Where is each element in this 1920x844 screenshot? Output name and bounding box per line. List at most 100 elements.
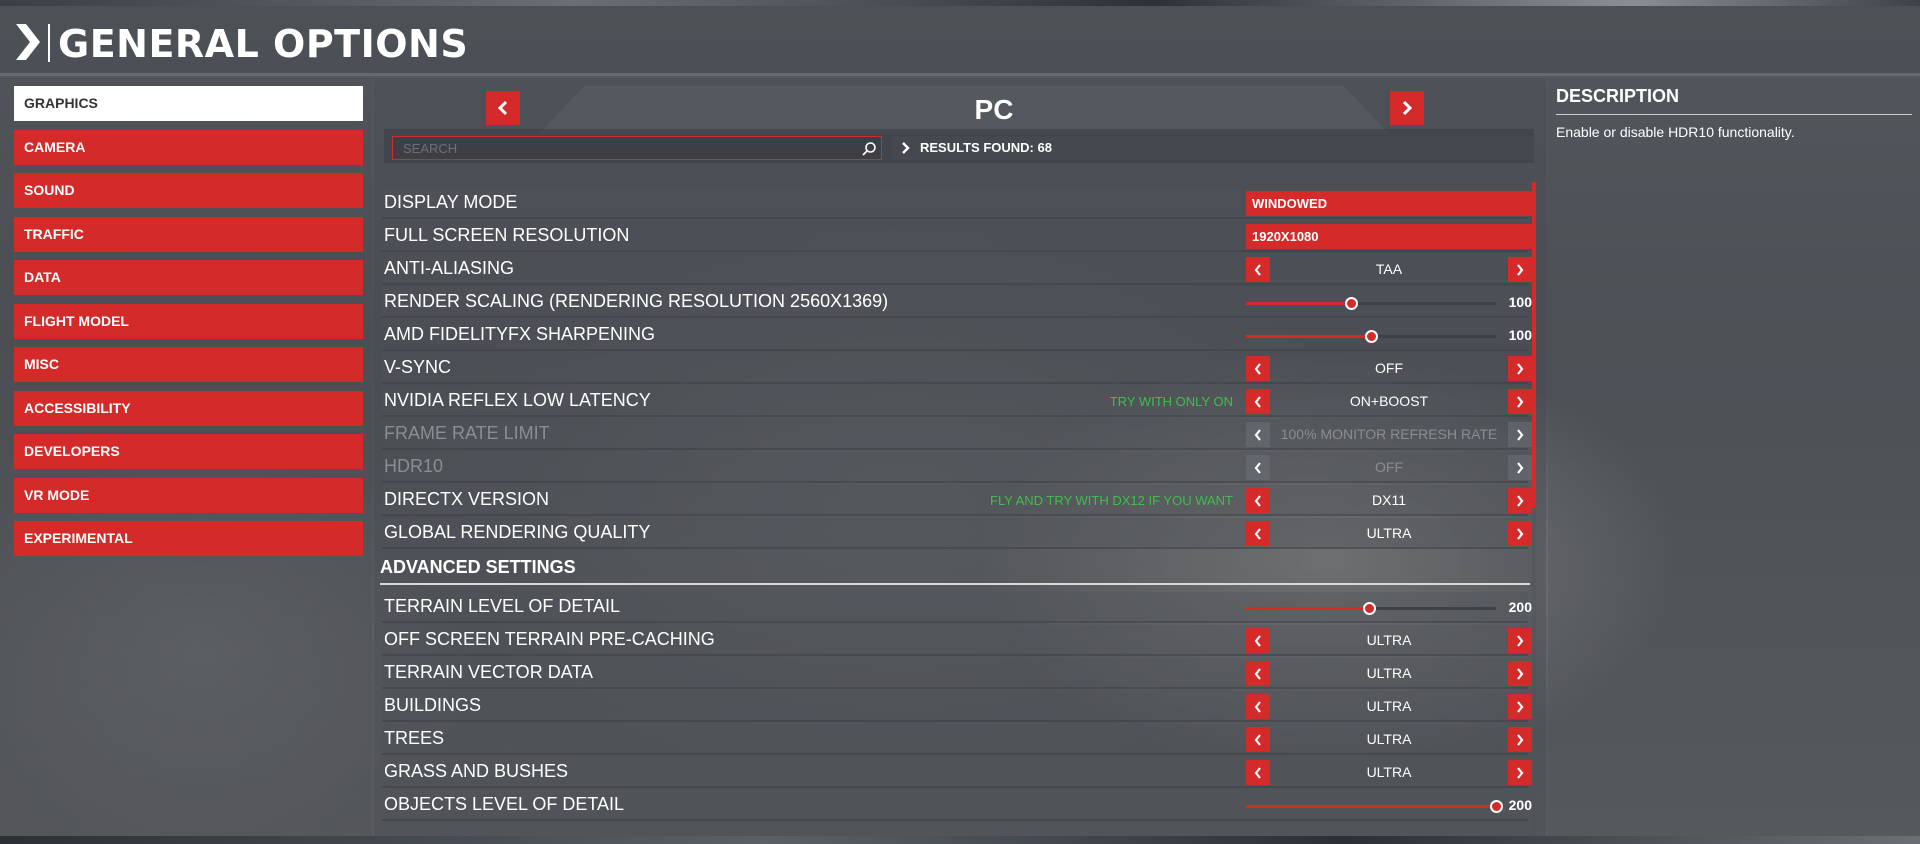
sidebar-item-accessibility[interactable]: ACCESSIBILITY <box>14 390 363 426</box>
sidebar-item-data[interactable]: DATA <box>14 260 363 295</box>
next-option-button[interactable] <box>1508 628 1532 653</box>
setting-cycler[interactable]: ULTRA <box>1246 628 1532 653</box>
setting-row-anti-aliasing[interactable]: ANTI-ALIASING TAA <box>382 254 1532 285</box>
setting-row-global-rendering-quality[interactable]: GLOBAL RENDERING QUALITY ULTRA <box>382 518 1532 549</box>
setting-cycler[interactable]: ULTRA <box>1246 661 1532 686</box>
setting-cycler[interactable]: TAA <box>1246 257 1532 282</box>
setting-dropdown[interactable]: 1920X1080 <box>1246 224 1532 249</box>
chevron-left-icon <box>1254 634 1261 647</box>
setting-row-objects-level-of-detail[interactable]: OBJECTS LEVEL OF DETAIL 200 <box>382 790 1532 821</box>
prev-option-button[interactable] <box>1246 521 1270 546</box>
setting-row-amd-fidelityfx-sharpening[interactable]: AMD FIDELITYFX SHARPENING 100 <box>382 320 1532 351</box>
setting-row-hdr10[interactable]: HDR10 OFF <box>382 452 1532 483</box>
slider-track[interactable] <box>1246 297 1496 310</box>
setting-value: ON+BOOST <box>1349 393 1429 409</box>
setting-cycler[interactable]: ULTRA <box>1246 727 1532 752</box>
search-input[interactable] <box>393 137 881 159</box>
search-box[interactable] <box>392 136 882 160</box>
prev-option-button[interactable] <box>1246 628 1270 653</box>
prev-option-button[interactable] <box>1246 694 1270 719</box>
setting-cycler[interactable]: ON+BOOST <box>1246 389 1532 414</box>
setting-row-terrain-level-of-detail[interactable]: TERRAIN LEVEL OF DETAIL 200 <box>382 592 1532 623</box>
setting-row-grass-and-bushes[interactable]: GRASS AND BUSHES ULTRA <box>382 757 1532 788</box>
results-count: RESULTS FOUND: 68 <box>892 136 1534 160</box>
prev-option-button[interactable] <box>1246 661 1270 686</box>
prev-option-button[interactable] <box>1246 727 1270 752</box>
sidebar-item-flight-model[interactable]: FLIGHT MODEL <box>14 303 363 339</box>
next-option-button[interactable] <box>1508 356 1532 381</box>
next-option-button[interactable] <box>1508 661 1532 686</box>
sidebar-item-sound[interactable]: SOUND <box>14 173 363 208</box>
setting-row-directx-version[interactable]: DIRECTX VERSION FLY AND TRY WITH DX12 IF … <box>382 485 1532 516</box>
setting-slider[interactable]: 200 <box>1246 595 1532 620</box>
setting-row-full-screen-resolution[interactable]: FULL SCREEN RESOLUTION 1920X1080 <box>382 221 1532 252</box>
setting-row-render-scaling-rendering-resolution-2560x1369[interactable]: RENDER SCALING (RENDERING RESOLUTION 256… <box>382 287 1532 318</box>
setting-row-v-sync[interactable]: V-SYNC OFF <box>382 353 1532 384</box>
chevron-left-icon <box>1254 733 1261 746</box>
slider-handle[interactable] <box>1362 602 1376 615</box>
prev-option-button <box>1246 455 1270 480</box>
scrollbar-track[interactable] <box>1532 182 1536 836</box>
prev-option-button[interactable] <box>1246 356 1270 381</box>
scrollbar-thumb[interactable] <box>1532 182 1536 508</box>
next-option-button[interactable] <box>1508 694 1532 719</box>
next-option-button[interactable] <box>1508 760 1532 785</box>
slider-handle[interactable] <box>1490 800 1503 813</box>
next-option-button[interactable] <box>1508 488 1532 513</box>
slider-handle[interactable] <box>1345 297 1358 310</box>
setting-note: FLY AND TRY WITH DX12 IF YOU WANT <box>990 493 1233 508</box>
setting-label: OBJECTS LEVEL OF DETAIL <box>384 794 625 814</box>
sidebar-item-camera[interactable]: CAMERA <box>14 129 363 165</box>
setting-row-terrain-vector-data[interactable]: TERRAIN VECTOR DATA ULTRA <box>382 658 1532 689</box>
setting-cycler[interactable]: DX11 <box>1246 488 1532 513</box>
next-option-button[interactable] <box>1508 521 1532 546</box>
search-row: RESULTS FOUND: 68 <box>384 129 1534 163</box>
setting-row-trees[interactable]: TREES ULTRA <box>382 724 1532 755</box>
setting-slider[interactable]: 200 <box>1246 793 1532 818</box>
next-option-button[interactable] <box>1508 257 1532 282</box>
sidebar-item-experimental[interactable]: EXPERIMENTAL <box>14 521 363 556</box>
setting-slider[interactable]: 100 <box>1246 290 1532 315</box>
slider-handle[interactable] <box>1365 330 1378 343</box>
next-option-button[interactable] <box>1508 727 1532 752</box>
setting-row-off-screen-terrain-pre-caching[interactable]: OFF SCREEN TERRAIN PRE-CACHING ULTRA <box>382 625 1532 656</box>
slider-fill <box>1246 302 1351 305</box>
chevron-right-icon <box>1517 527 1524 540</box>
bottom-strip <box>0 836 1920 844</box>
platform-next-button[interactable] <box>1390 91 1424 125</box>
next-option-button[interactable] <box>1508 389 1532 414</box>
section-divider <box>380 583 1530 585</box>
setting-cycler[interactable]: OFF <box>1246 356 1532 381</box>
platform-prev-button[interactable] <box>486 91 520 125</box>
slider-track[interactable] <box>1246 602 1496 615</box>
sidebar-item-graphics[interactable]: GRAPHICS <box>14 86 363 121</box>
prev-option-button[interactable] <box>1246 488 1270 513</box>
sidebar-item-traffic[interactable]: TRAFFIC <box>14 216 363 252</box>
setting-slider[interactable]: 100 <box>1246 323 1532 348</box>
setting-cycler[interactable]: ULTRA <box>1246 521 1532 546</box>
search-icon[interactable] <box>861 141 877 157</box>
slider-value: 200 <box>1508 599 1532 615</box>
setting-row-frame-rate-limit[interactable]: FRAME RATE LIMIT 100% MONITOR REFRESH RAT… <box>382 419 1532 450</box>
prev-option-button[interactable] <box>1246 389 1270 414</box>
slider-fill <box>1246 805 1496 808</box>
setting-row-buildings[interactable]: BUILDINGS ULTRA <box>382 691 1532 722</box>
setting-cycler[interactable]: ULTRA <box>1246 694 1532 719</box>
prev-option-button[interactable] <box>1246 257 1270 282</box>
setting-value: OFF <box>1375 360 1403 376</box>
setting-row-nvidia-reflex-low-latency[interactable]: NVIDIA REFLEX LOW LATENCY TRY WITH ONLY O… <box>382 386 1532 417</box>
setting-value: TAA <box>1375 261 1403 277</box>
setting-dropdown[interactable]: WINDOWED <box>1246 191 1532 216</box>
slider-track[interactable] <box>1246 800 1503 813</box>
slider-track[interactable] <box>1246 330 1496 343</box>
chevron-left-icon <box>497 100 508 116</box>
slider-value: 200 <box>1508 797 1532 813</box>
sidebar-item-vr-mode[interactable]: VR MODE <box>14 477 363 513</box>
prev-option-button[interactable] <box>1246 760 1270 785</box>
chevron-right-icon[interactable] <box>12 22 44 62</box>
sidebar-item-misc[interactable]: MISC <box>14 347 363 382</box>
setting-row-display-mode[interactable]: DISPLAY MODE WINDOWED <box>382 188 1532 219</box>
setting-value: ULTRA <box>1366 525 1412 541</box>
sidebar-item-developers[interactable]: DEVELOPERS <box>14 434 363 469</box>
setting-cycler[interactable]: ULTRA <box>1246 760 1532 785</box>
